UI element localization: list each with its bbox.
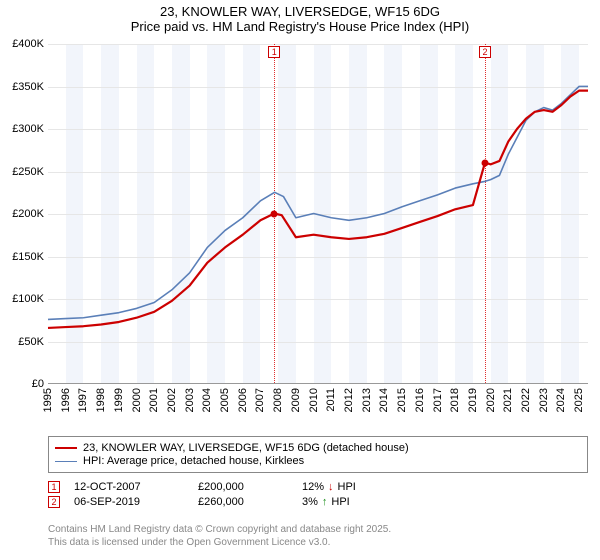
x-tick-label: 2011 (325, 388, 337, 412)
series-line (48, 86, 588, 319)
sale-marker-box: 1 (268, 46, 280, 58)
x-tick-label: 1999 (113, 388, 125, 412)
sale-row: 1 12-OCT-2007 £200,000 12% ↓ HPI (48, 481, 588, 493)
legend-swatch (55, 447, 77, 449)
sales-table: 1 12-OCT-2007 £200,000 12% ↓ HPI 2 06-SEP-2019 £… (48, 478, 588, 511)
y-tick-label: £200K (0, 208, 44, 220)
series-line (48, 91, 588, 328)
x-tick-label: 2001 (148, 388, 160, 412)
sale-price: £200,000 (198, 481, 288, 493)
sale-price: £260,000 (198, 496, 288, 508)
y-tick-label: £100K (0, 293, 44, 305)
x-tick-label: 1998 (95, 388, 107, 412)
sale-hpi: 3% ↑HPI (302, 496, 350, 508)
x-tick-label: 1997 (77, 388, 89, 412)
x-tick-label: 2015 (396, 388, 408, 412)
sale-marker-box: 2 (479, 46, 491, 58)
x-tick-label: 2012 (343, 388, 355, 412)
chart-title-line1: 23, KNOWLER WAY, LIVERSEDGE, WF15 6DG (0, 0, 600, 19)
x-tick-label: 2002 (166, 388, 178, 412)
legend-label: 23, KNOWLER WAY, LIVERSEDGE, WF15 6DG (d… (83, 442, 409, 454)
sale-hpi-pct: 12% (302, 481, 324, 493)
x-tick-label: 2014 (378, 388, 390, 412)
x-tick-label: 1996 (60, 388, 72, 412)
sale-hpi-pct: 3% (302, 496, 318, 508)
x-tick-label: 2016 (414, 388, 426, 412)
x-tick-label: 2003 (184, 388, 196, 412)
series-svg (48, 44, 588, 383)
sale-index-box: 2 (48, 496, 60, 508)
x-tick-label: 2009 (290, 388, 302, 412)
sale-hpi: 12% ↓ HPI (302, 481, 356, 493)
x-tick-label: 2021 (502, 388, 514, 412)
x-tick-label: 2017 (432, 388, 444, 412)
sale-hpi-label: HPI (338, 481, 356, 493)
x-tick-label: 2005 (219, 388, 231, 412)
x-tick-label: 2025 (573, 388, 585, 412)
sale-date: 06-SEP-2019 (74, 496, 184, 508)
x-tick-label: 2022 (520, 388, 532, 412)
y-tick-label: £0 (0, 378, 44, 390)
sale-point (481, 160, 488, 167)
y-tick-label: £50K (0, 336, 44, 348)
x-tick-label: 2013 (361, 388, 373, 412)
x-tick-label: 1995 (42, 388, 54, 412)
x-tick-label: 2010 (308, 388, 320, 412)
legend-box: 23, KNOWLER WAY, LIVERSEDGE, WF15 6DG (d… (48, 436, 588, 473)
x-tick-label: 2019 (467, 388, 479, 412)
x-tick-label: 2004 (201, 388, 213, 412)
sale-date: 12-OCT-2007 (74, 481, 184, 493)
legend-swatch (55, 461, 77, 462)
plot-area: 12 (48, 44, 588, 384)
sale-hpi-label: HPI (331, 496, 349, 508)
x-tick-label: 2000 (131, 388, 143, 412)
sale-index-box: 1 (48, 481, 60, 493)
sale-row: 2 06-SEP-2019 £260,000 3% ↑HPI (48, 496, 588, 508)
footer-line2: This data is licensed under the Open Gov… (48, 537, 588, 550)
y-tick-label: £300K (0, 123, 44, 135)
x-tick-label: 2007 (254, 388, 266, 412)
sale-point (271, 211, 278, 218)
y-tick-label: £350K (0, 81, 44, 93)
footer-line1: Contains HM Land Registry data © Crown c… (48, 524, 588, 537)
chart-area: 12 £0£50K£100K£150K£200K£250K£300K£350K£… (0, 38, 600, 420)
x-tick-label: 2020 (485, 388, 497, 412)
legend-label: HPI: Average price, detached house, Kirk… (83, 455, 304, 467)
arrow-down-icon: ↓ (328, 481, 334, 493)
x-tick-label: 2008 (272, 388, 284, 412)
y-tick-label: £400K (0, 38, 44, 50)
y-tick-label: £150K (0, 251, 44, 263)
chart-title-line2: Price paid vs. HM Land Registry's House … (0, 19, 600, 34)
y-tick-label: £250K (0, 166, 44, 178)
x-tick-label: 2024 (555, 388, 567, 412)
x-tick-label: 2023 (538, 388, 550, 412)
footer-attribution: Contains HM Land Registry data © Crown c… (48, 524, 588, 549)
legend-row: HPI: Average price, detached house, Kirk… (55, 455, 581, 467)
arrow-up-icon: ↑ (322, 496, 328, 508)
x-tick-label: 2018 (449, 388, 461, 412)
legend-row: 23, KNOWLER WAY, LIVERSEDGE, WF15 6DG (d… (55, 442, 581, 454)
x-tick-label: 2006 (237, 388, 249, 412)
